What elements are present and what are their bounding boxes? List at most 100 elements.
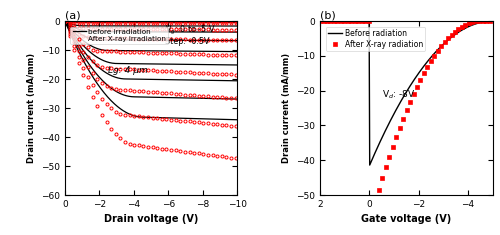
After X-ray irradiation — [94, 20, 100, 23]
After X-ray radiation — [369, 212, 375, 215]
before irradiation — [62, 20, 68, 23]
Before radiation — [490, 20, 496, 23]
After X-ray radiation — [320, 20, 326, 23]
Before radiation — [317, 20, 323, 23]
After X-ray radiation — [338, 20, 344, 23]
Before radiation — [474, 22, 480, 25]
After X-ray radiation — [480, 20, 486, 23]
After X-ray radiation — [372, 200, 378, 203]
After X-ray irradiation — [118, 20, 124, 23]
After X-ray irradiation — [200, 20, 206, 23]
After X-ray irradiation — [108, 20, 114, 23]
before irradiation — [218, 20, 224, 23]
before irradiation — [164, 20, 170, 23]
After X-ray irradiation — [90, 20, 96, 23]
After X-ray radiation — [483, 20, 489, 23]
After X-ray radiation — [376, 188, 382, 191]
After X-ray irradiation — [126, 20, 132, 23]
After X-ray radiation — [393, 136, 399, 138]
After X-ray radiation — [462, 23, 468, 26]
After X-ray radiation — [445, 37, 451, 39]
After X-ray radiation — [334, 20, 340, 23]
After X-ray radiation — [396, 126, 402, 129]
After X-ray radiation — [352, 20, 358, 23]
After X-ray irradiation — [168, 20, 174, 23]
After X-ray irradiation — [178, 20, 184, 23]
After X-ray irradiation — [136, 20, 142, 23]
After X-ray irradiation — [122, 20, 128, 23]
Before radiation — [420, 65, 426, 68]
Text: Lg: 4 μm: Lg: 4 μm — [108, 66, 148, 75]
After X-ray irradiation — [191, 20, 197, 23]
After X-ray radiation — [362, 20, 368, 23]
Text: V$_g$: 0 to -5 V: V$_g$: 0 to -5 V — [165, 24, 216, 37]
before irradiation — [208, 20, 214, 23]
After X-ray irradiation — [186, 20, 192, 23]
After X-ray radiation — [358, 20, 364, 23]
After X-ray irradiation — [62, 20, 68, 23]
Line: Before radiation: Before radiation — [320, 21, 492, 165]
After X-ray radiation — [331, 20, 337, 23]
After X-ray radiation — [418, 78, 424, 81]
before irradiation — [234, 20, 240, 23]
After X-ray irradiation — [214, 20, 220, 23]
After X-ray radiation — [466, 22, 472, 25]
Y-axis label: Drain current (mA/mm): Drain current (mA/mm) — [26, 53, 36, 163]
After X-ray radiation — [424, 66, 430, 68]
After X-ray irradiation — [131, 20, 137, 23]
After X-ray irradiation — [112, 20, 118, 23]
After X-ray radiation — [317, 20, 323, 23]
After X-ray irradiation — [99, 20, 105, 23]
After X-ray radiation — [386, 155, 392, 158]
Text: (b): (b) — [320, 10, 336, 20]
After X-ray radiation — [328, 20, 334, 23]
After X-ray radiation — [432, 54, 438, 57]
After X-ray radiation — [383, 166, 389, 169]
After X-ray irradiation — [228, 20, 234, 23]
After X-ray radiation — [434, 49, 440, 52]
After X-ray radiation — [404, 109, 409, 112]
After X-ray irradiation — [232, 20, 238, 23]
After X-ray radiation — [348, 20, 354, 23]
After X-ray irradiation — [196, 20, 202, 23]
Before radiation — [366, 164, 372, 166]
After X-ray irradiation — [154, 20, 160, 23]
After X-ray irradiation — [140, 20, 146, 23]
After X-ray irradiation — [104, 20, 110, 23]
Text: (a): (a) — [65, 10, 80, 20]
After X-ray irradiation — [224, 20, 230, 23]
After X-ray radiation — [414, 85, 420, 88]
After X-ray radiation — [448, 33, 454, 36]
After X-ray radiation — [442, 40, 448, 43]
After X-ray radiation — [476, 20, 482, 23]
before irradiation — [164, 20, 170, 23]
Legend: Before radiation, After X-ray radiation: Before radiation, After X-ray radiation — [326, 27, 426, 51]
Y-axis label: Drain current (mA/mm): Drain current (mA/mm) — [282, 53, 290, 163]
After X-ray radiation — [355, 20, 361, 23]
After X-ray irradiation — [85, 20, 91, 23]
After X-ray irradiation — [80, 20, 86, 23]
After X-ray irradiation — [164, 20, 170, 23]
Text: Step: -0.5V: Step: -0.5V — [165, 37, 210, 46]
Line: After X-ray irradiation: After X-ray irradiation — [64, 20, 237, 23]
Legend: before irradiation, After X-ray irradiation: before irradiation, After X-ray irradiat… — [70, 27, 168, 44]
Before radiation — [423, 62, 429, 65]
After X-ray radiation — [324, 20, 330, 23]
before irradiation — [62, 20, 68, 23]
After X-ray irradiation — [71, 20, 77, 23]
After X-ray irradiation — [205, 20, 211, 23]
Line: After X-ray radiation: After X-ray radiation — [318, 20, 492, 215]
After X-ray irradiation — [219, 20, 225, 23]
After X-ray radiation — [366, 20, 372, 23]
before irradiation — [168, 20, 173, 23]
Before radiation — [420, 66, 426, 69]
After X-ray radiation — [438, 45, 444, 47]
X-axis label: Gate voltage (V): Gate voltage (V) — [361, 215, 452, 224]
After X-ray radiation — [410, 93, 416, 96]
After X-ray radiation — [421, 72, 427, 75]
After X-ray irradiation — [210, 20, 216, 23]
After X-ray irradiation — [182, 20, 188, 23]
After X-ray radiation — [452, 30, 458, 33]
After X-ray irradiation — [150, 20, 156, 23]
After X-ray radiation — [473, 20, 479, 23]
